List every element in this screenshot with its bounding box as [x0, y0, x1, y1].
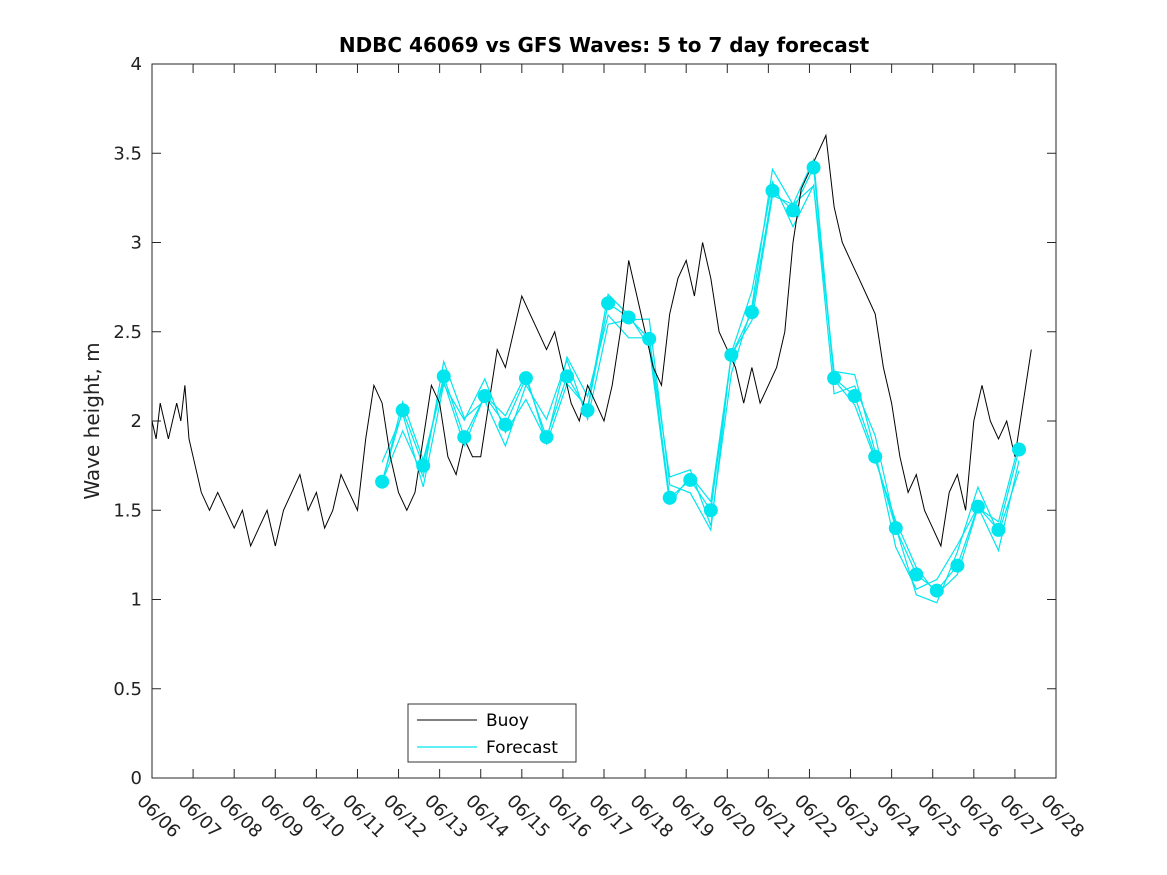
legend-buoy-label: Buoy	[486, 711, 529, 731]
x-tick-label: 06/07	[174, 791, 226, 843]
legend-forecast-label: Forecast	[486, 738, 558, 758]
x-tick-label: 06/17	[584, 791, 636, 843]
forecast-point	[786, 203, 801, 218]
forecast-point	[560, 369, 575, 384]
forecast-point	[662, 490, 677, 505]
x-tick-label: 06/24	[872, 791, 924, 843]
legend: Buoy Forecast	[407, 703, 577, 763]
y-tick-label: 3	[131, 233, 142, 254]
x-tick-label: 06/15	[502, 791, 554, 843]
x-tick-label: 06/08	[215, 791, 267, 843]
x-tick-label: 06/13	[420, 791, 472, 843]
forecast-point	[539, 430, 554, 445]
legend-box	[407, 703, 577, 763]
y-tick-label: 3.5	[113, 143, 142, 164]
y-tick-label: 2.5	[113, 322, 142, 343]
y-tick-label: 0.5	[113, 679, 142, 700]
x-tick-label: 06/10	[297, 791, 349, 843]
x-tick-label: 06/19	[667, 791, 719, 843]
x-tick-label: 06/09	[256, 791, 308, 843]
forecast-point	[744, 305, 759, 320]
forecast-point	[970, 499, 985, 514]
forecast-point	[683, 472, 698, 487]
forecast-point	[991, 522, 1006, 537]
forecast-point	[457, 430, 472, 445]
forecast-point	[765, 183, 780, 198]
x-tick-label: 06/14	[461, 791, 513, 843]
x-tick-label: 06/25	[913, 791, 965, 843]
y-axis-label: Wave height, m	[80, 342, 104, 499]
forecast-point	[827, 371, 842, 386]
forecast-point	[909, 567, 924, 582]
x-tick-label: 06/22	[790, 791, 842, 843]
forecast-point	[868, 449, 883, 464]
x-tick-label: 06/12	[379, 791, 431, 843]
forecast-point	[724, 347, 739, 362]
forecast-point	[847, 389, 862, 404]
x-tick-label: 06/23	[831, 791, 883, 843]
forecast-point	[498, 417, 513, 432]
forecast-point	[580, 403, 595, 418]
x-tick-label: 06/06	[132, 791, 184, 843]
forecast-point	[888, 521, 903, 536]
forecast-point	[375, 474, 390, 489]
forecast-point	[436, 369, 451, 384]
x-tick-label: 06/26	[954, 791, 1006, 843]
y-tick-label: 1	[131, 590, 142, 611]
forecast-point	[395, 403, 410, 418]
x-tick-label: 06/28	[1036, 791, 1088, 843]
x-tick-label: 06/21	[749, 791, 801, 843]
forecast-point	[1012, 442, 1027, 457]
x-tick-label: 06/11	[338, 791, 390, 843]
plot-area: 00.511.522.533.5406/0606/0706/0806/0906/…	[113, 54, 1088, 842]
chart-title: NDBC 46069 vs GFS Waves: 5 to 7 day fore…	[339, 33, 870, 57]
forecast-point	[806, 160, 821, 175]
y-tick-label: 1.5	[113, 500, 142, 521]
forecast-point	[929, 583, 944, 598]
forecast-line	[381, 167, 1020, 604]
forecast-point	[621, 310, 636, 325]
y-tick-label: 0	[131, 768, 142, 789]
buoy-line	[151, 133, 1032, 548]
y-tick-label: 4	[131, 54, 142, 75]
y-tick-label: 2	[131, 411, 142, 432]
x-tick-label: 06/27	[995, 791, 1047, 843]
forecast-point	[416, 458, 431, 473]
forecast-point	[477, 389, 492, 404]
forecast-point	[642, 331, 657, 346]
forecast-point	[950, 558, 965, 573]
x-tick-label: 06/18	[626, 791, 678, 843]
forecast-point	[518, 371, 533, 386]
forecast-point	[601, 296, 616, 311]
x-tick-label: 06/20	[708, 791, 760, 843]
x-tick-label: 06/16	[543, 791, 595, 843]
forecast-point	[703, 503, 718, 518]
